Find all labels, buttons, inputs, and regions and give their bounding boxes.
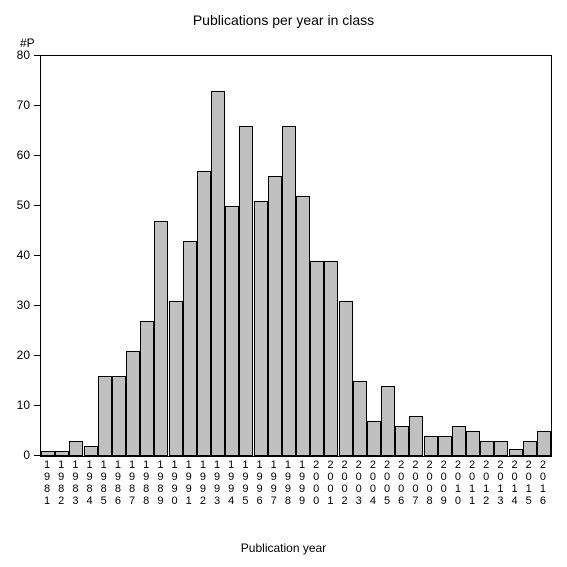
x-tick-label: 2016 [536,459,550,507]
x-tick-label: 2011 [465,459,479,507]
x-tick-label: 2003 [352,459,366,507]
y-tick [34,105,40,106]
x-tick-label: 1987 [125,459,139,507]
x-tick-label: 1992 [196,459,210,507]
x-tick-label: 1998 [281,459,295,507]
x-tick-label: 1984 [83,459,97,507]
y-tick-label: 40 [0,248,30,262]
x-tick-label: 1995 [238,459,252,507]
bar [310,261,324,456]
x-tick-label: 2007 [408,459,422,507]
y-tick-label: 0 [0,448,30,462]
x-tick-label: 1996 [253,459,267,507]
bar [424,436,438,456]
x-tick-label: 2004 [366,459,380,507]
bar [537,431,551,456]
x-tick-label: 1989 [153,459,167,507]
y-tick [34,455,40,456]
x-tick-label: 2010 [451,459,465,507]
x-tick-label: 2012 [479,459,493,507]
y-tick-label: 10 [0,398,30,412]
x-tick-label: 1981 [40,459,54,507]
plot-area [40,55,552,457]
bar [55,451,69,456]
x-tick-label: 2002 [338,459,352,507]
bar [480,441,494,456]
bar [339,301,353,456]
bar [98,376,112,456]
x-tick-label: 1997 [267,459,281,507]
bar [154,221,168,456]
y-tick [34,405,40,406]
bar [353,381,367,456]
bar [268,176,282,456]
x-tick-label: 1982 [54,459,68,507]
bar [41,451,55,456]
bar [239,126,253,456]
bar [367,421,381,456]
bar [169,301,183,456]
y-tick-label: 60 [0,148,30,162]
bar [494,441,508,456]
bar [69,441,83,456]
x-tick-label: 2006 [394,459,408,507]
y-tick-label: 80 [0,48,30,62]
y-tick-label: 70 [0,98,30,112]
bar [254,201,268,456]
bar [381,386,395,456]
y-tick [34,255,40,256]
x-tick-label: 1990 [168,459,182,507]
x-tick-label: 1999 [295,459,309,507]
y-tick-label: 30 [0,298,30,312]
bar [84,446,98,456]
y-tick [34,155,40,156]
x-tick-label: 1991 [182,459,196,507]
bar [324,261,338,456]
y-tick-label: 50 [0,198,30,212]
bar [466,431,480,456]
x-tick-label: 1994 [224,459,238,507]
bar [183,241,197,456]
x-tick-label: 2005 [380,459,394,507]
bar [225,206,239,456]
x-tick-label: 1986 [111,459,125,507]
bar [509,449,523,457]
x-axis-title: Publication year [0,541,567,555]
x-tick-label: 1985 [97,459,111,507]
y-tick [34,305,40,306]
y-tick-label: 20 [0,348,30,362]
y-tick [34,55,40,56]
y-tick [34,355,40,356]
x-tick-label: 2008 [423,459,437,507]
bar [112,376,126,456]
y-tick [34,205,40,206]
bar [395,426,409,456]
bar [211,91,225,456]
x-tick-label: 1993 [210,459,224,507]
bar [140,321,154,456]
bar [296,196,310,456]
x-tick-label: 2014 [508,459,522,507]
bar [452,426,466,456]
chart-container: Publications per year in class #P 010203… [0,0,567,567]
bar [282,126,296,456]
x-tick-label: 2015 [522,459,536,507]
bar [126,351,140,456]
bar [197,171,211,456]
x-tick-label: 1983 [68,459,82,507]
x-tick-label: 2013 [493,459,507,507]
bar [409,416,423,456]
chart-title: Publications per year in class [0,12,567,28]
bar [523,441,537,456]
bar [438,436,452,456]
x-tick-label: 2009 [437,459,451,507]
x-tick-label: 2001 [323,459,337,507]
x-tick-label: 2000 [309,459,323,507]
x-tick-label: 1988 [139,459,153,507]
